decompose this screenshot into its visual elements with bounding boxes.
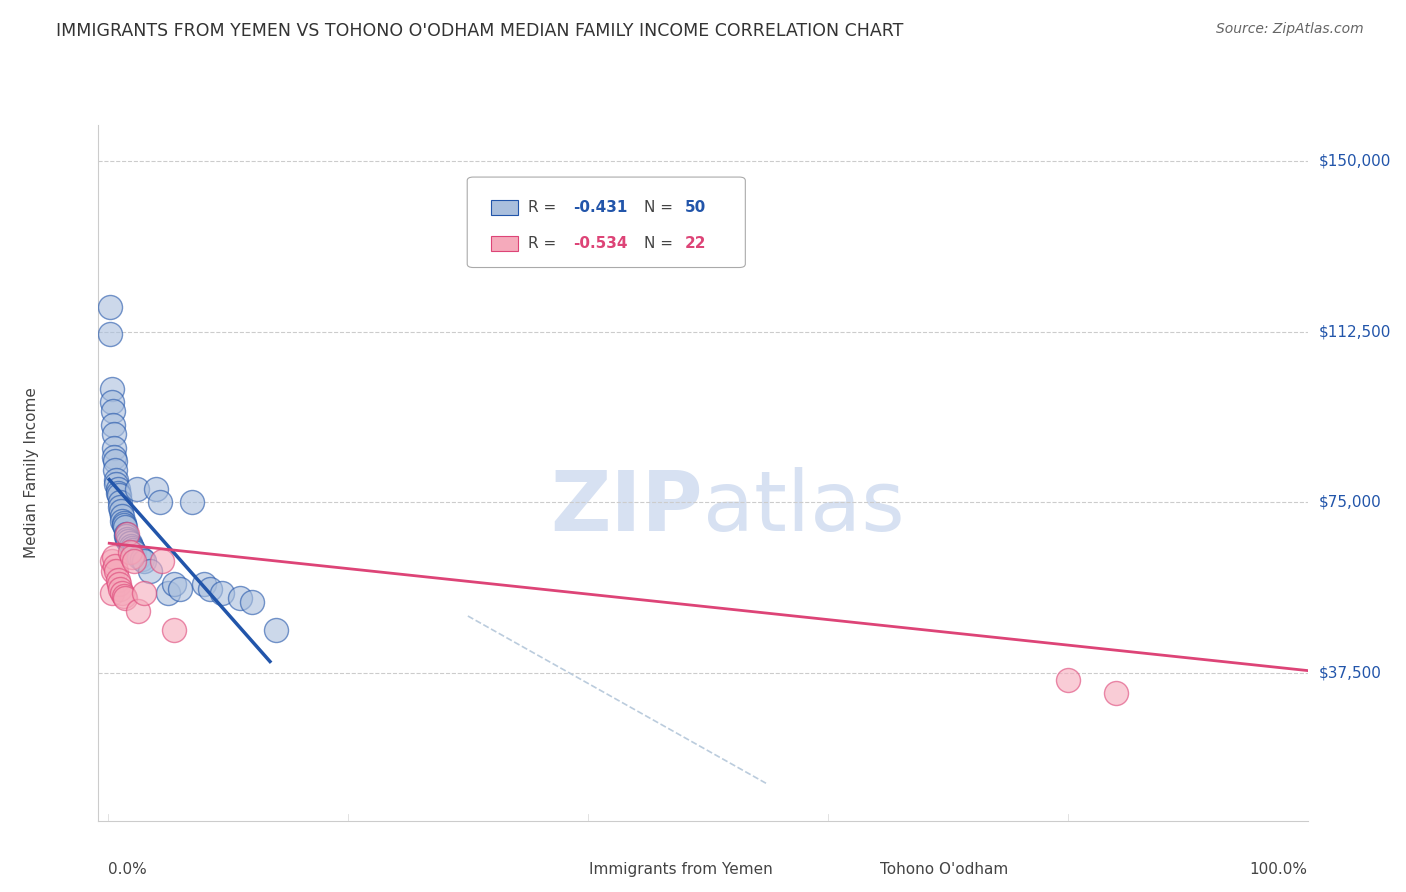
Text: Tohono O'odham: Tohono O'odham: [880, 862, 1008, 877]
FancyBboxPatch shape: [557, 863, 581, 876]
Point: [101, 404, 124, 418]
Point: [105, 473, 128, 487]
Point: [1104, 686, 1126, 700]
Text: 22: 22: [685, 235, 706, 251]
Point: [128, 549, 150, 564]
Text: atlas: atlas: [703, 467, 904, 548]
Point: [103, 441, 125, 455]
FancyBboxPatch shape: [492, 200, 517, 215]
Point: [104, 454, 127, 468]
Text: IMMIGRANTS FROM YEMEN VS TOHONO O'ODHAM MEDIAN FAMILY INCOME CORRELATION CHART: IMMIGRANTS FROM YEMEN VS TOHONO O'ODHAM …: [56, 22, 904, 40]
FancyBboxPatch shape: [492, 235, 517, 251]
Text: N =: N =: [644, 200, 678, 215]
Point: [149, 495, 172, 509]
Point: [100, 300, 122, 314]
Point: [108, 495, 131, 509]
Point: [105, 564, 128, 578]
Text: $112,500: $112,500: [1319, 325, 1391, 339]
Point: [111, 586, 134, 600]
Text: R =: R =: [527, 200, 561, 215]
Point: [163, 577, 186, 591]
Point: [132, 554, 155, 568]
Text: Immigrants from Yemen: Immigrants from Yemen: [589, 862, 773, 877]
Point: [114, 520, 136, 534]
Point: [111, 514, 134, 528]
Point: [104, 559, 127, 574]
Point: [118, 536, 141, 550]
Point: [112, 516, 135, 530]
Text: 0.0%: 0.0%: [108, 863, 146, 878]
Point: [114, 591, 136, 605]
Point: [100, 554, 122, 568]
Point: [101, 417, 124, 432]
Text: -0.534: -0.534: [574, 235, 628, 251]
Point: [115, 527, 138, 541]
Point: [198, 582, 221, 596]
Text: ZIP: ZIP: [551, 467, 703, 548]
Point: [108, 488, 131, 502]
Point: [211, 586, 233, 600]
Text: 50: 50: [685, 200, 706, 215]
Point: [100, 327, 122, 342]
Point: [150, 554, 173, 568]
Point: [103, 450, 125, 464]
Point: [104, 463, 127, 477]
Point: [163, 623, 186, 637]
Point: [156, 586, 179, 600]
Text: 100.0%: 100.0%: [1250, 863, 1308, 878]
Point: [115, 532, 138, 546]
Text: $37,500: $37,500: [1319, 665, 1382, 681]
Point: [122, 543, 145, 558]
FancyBboxPatch shape: [467, 177, 745, 268]
Point: [107, 486, 129, 500]
Point: [117, 533, 139, 548]
Point: [105, 477, 128, 491]
Text: -0.431: -0.431: [574, 200, 628, 215]
Text: $150,000: $150,000: [1319, 153, 1391, 169]
Point: [107, 482, 129, 496]
Point: [100, 586, 122, 600]
Point: [193, 577, 215, 591]
Point: [120, 539, 142, 553]
Point: [145, 482, 167, 496]
Point: [107, 573, 129, 587]
Point: [181, 495, 204, 509]
Point: [169, 582, 191, 596]
Point: [100, 382, 122, 396]
Text: N =: N =: [644, 235, 678, 251]
Point: [115, 527, 138, 541]
Point: [139, 564, 162, 578]
Point: [131, 552, 153, 566]
Point: [108, 500, 131, 514]
Point: [124, 554, 146, 568]
Point: [108, 582, 131, 596]
Point: [240, 595, 263, 609]
Point: [1056, 673, 1078, 687]
Point: [229, 591, 252, 605]
Point: [121, 541, 143, 555]
Text: R =: R =: [527, 235, 561, 251]
Point: [103, 549, 125, 564]
Text: $75,000: $75,000: [1319, 495, 1382, 510]
Point: [111, 508, 134, 523]
Point: [127, 604, 149, 618]
Point: [121, 549, 143, 564]
Point: [132, 586, 155, 600]
FancyBboxPatch shape: [846, 863, 872, 876]
Point: [103, 427, 125, 442]
Point: [112, 518, 135, 533]
Point: [125, 482, 148, 496]
Point: [115, 529, 138, 543]
Point: [110, 504, 132, 518]
Point: [101, 564, 124, 578]
Point: [108, 577, 131, 591]
Point: [264, 623, 287, 637]
Point: [100, 395, 122, 409]
Point: [118, 545, 141, 559]
Text: Median Family Income: Median Family Income: [24, 387, 39, 558]
Point: [112, 589, 135, 603]
Text: Source: ZipAtlas.com: Source: ZipAtlas.com: [1216, 22, 1364, 37]
Point: [124, 545, 146, 559]
